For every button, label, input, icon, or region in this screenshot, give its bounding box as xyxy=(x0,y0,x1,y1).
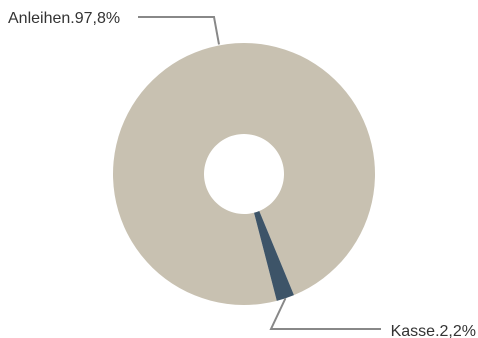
leader-line-kasse xyxy=(269,297,381,330)
slice-label-kasse: Kasse.2,2% xyxy=(391,323,476,338)
leader-line-anleihen xyxy=(138,16,220,45)
slice-kasse[interactable] xyxy=(254,210,294,301)
leader-lines xyxy=(138,16,381,330)
slice-anleihen[interactable] xyxy=(112,43,375,305)
donut-slices xyxy=(112,43,375,305)
slice-label-anleihen: Anleihen.97,8% xyxy=(8,10,120,27)
